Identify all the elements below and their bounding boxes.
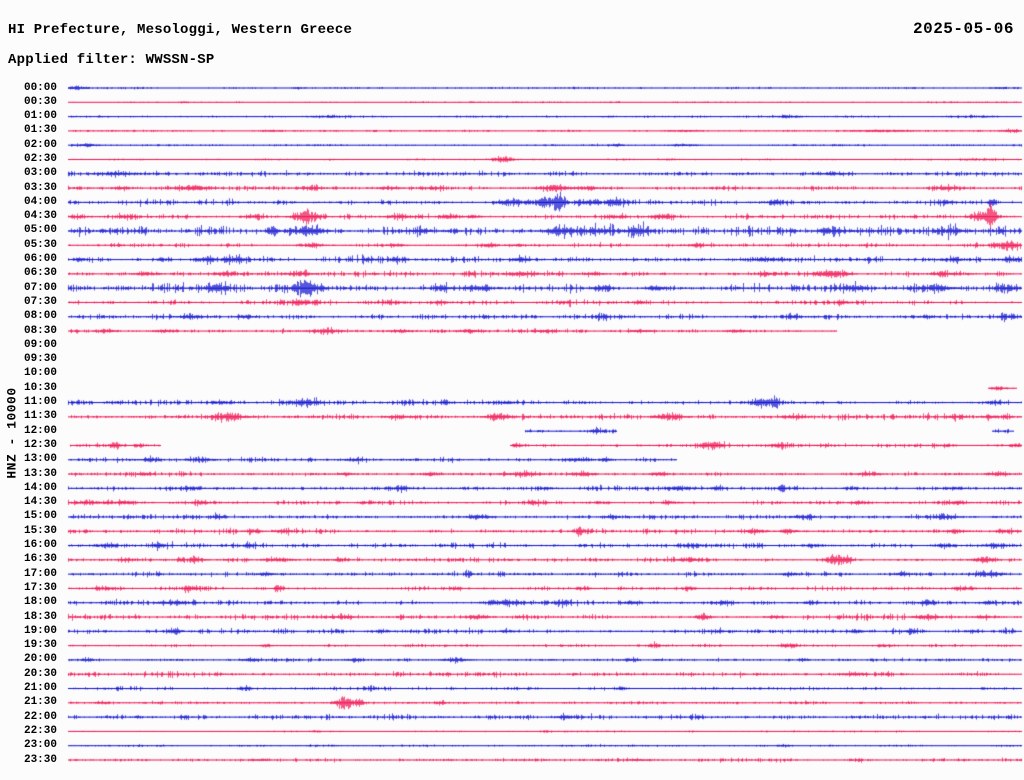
time-label-0030: 00:30 [23,95,57,108]
time-label-2030: 20:30 [23,667,57,680]
time-label-0430: 04:30 [23,210,57,223]
time-label-2230: 22:30 [23,724,57,737]
time-label-0130: 01:30 [23,124,57,137]
time-label-1630: 16:30 [23,553,57,566]
time-label-1100: 11:00 [23,396,57,409]
time-label-2000: 20:00 [23,653,57,666]
time-label-1430: 14:30 [23,496,57,509]
time-label-1500: 15:00 [23,510,57,523]
time-label-0800: 08:00 [23,310,57,323]
time-label-0200: 02:00 [23,138,57,151]
time-label-0830: 08:30 [23,324,57,337]
applied-filter-label: Applied filter: WWSSN-SP [8,52,215,68]
time-label-1000: 10:00 [23,367,57,380]
time-label-0900: 09:00 [23,338,57,351]
time-label-1800: 18:00 [23,596,57,609]
time-label-0630: 06:30 [23,267,57,280]
time-label-0500: 05:00 [23,224,57,237]
time-label-1330: 13:30 [23,467,57,480]
time-label-2330: 23:30 [23,753,57,766]
time-label-1230: 12:30 [23,438,57,451]
time-label-1030: 10:30 [23,381,57,394]
time-label-1700: 17:00 [23,567,57,580]
time-label-0230: 02:30 [23,152,57,165]
time-label-0730: 07:30 [23,295,57,308]
time-label-0600: 06:00 [23,253,57,266]
time-label-0700: 07:00 [23,281,57,294]
time-label-0300: 03:00 [23,167,57,180]
time-label-1400: 14:00 [23,481,57,494]
time-label-2100: 21:00 [23,682,57,694]
time-label-0100: 01:00 [23,110,57,123]
time-label-1300: 13:00 [23,453,57,466]
time-label-1130: 11:30 [23,410,57,423]
time-label-1830: 18:30 [23,610,57,623]
time-label-1930: 19:30 [23,639,57,652]
time-label-1200: 12:00 [23,424,57,437]
time-label-0330: 03:30 [23,181,57,194]
time-label-1730: 17:30 [23,581,57,594]
time-label-1600: 16:00 [23,539,57,552]
time-label-2200: 22:00 [23,710,57,723]
time-label-0930: 09:30 [23,353,57,366]
page-title: HI Prefecture, Mesologgi, Western Greece [8,22,353,38]
time-label-0530: 05:30 [23,238,57,251]
date-label: 2025-05-06 [912,20,1014,38]
time-label-0000: 00:00 [23,81,57,94]
time-label-1530: 15:30 [23,524,57,537]
time-label-0400: 04:00 [23,195,57,208]
time-label-1900: 19:00 [23,624,57,637]
time-label-2300: 23:00 [23,739,57,752]
time-label-2130: 21:30 [23,696,57,709]
